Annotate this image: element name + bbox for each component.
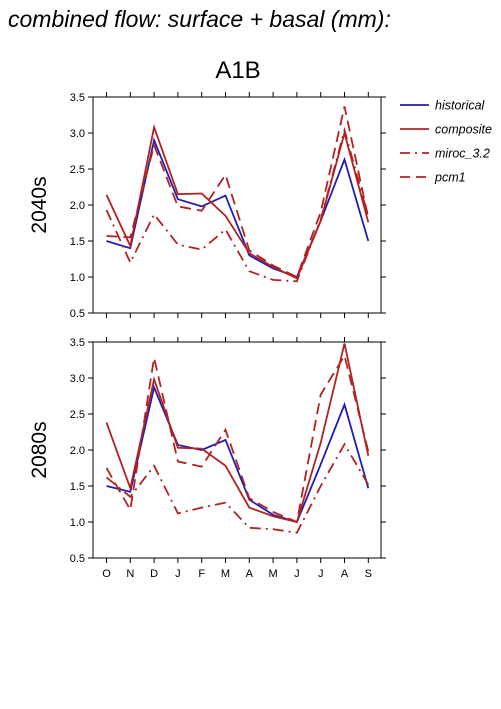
- x-tick-label: D: [150, 568, 158, 580]
- legend-label: composite: [435, 123, 492, 137]
- y-tick-label: 2.5: [70, 164, 85, 176]
- x-tick-label: J: [175, 568, 181, 580]
- plot-frame-2040s: [92, 96, 382, 314]
- x-tick-label: F: [198, 568, 205, 580]
- x-tick-label: J: [294, 568, 300, 580]
- x-tick-label: A: [246, 568, 254, 580]
- x-tick-label: A: [341, 568, 349, 580]
- y-tick-label: 3.0: [70, 128, 85, 140]
- page-title: combined flow: surface + basal (mm):: [8, 6, 391, 32]
- x-tick-label: J: [318, 568, 324, 580]
- panel-label-2040s: 2040s: [28, 176, 51, 233]
- y-tick-label: 3.5: [70, 92, 85, 104]
- y-tick-label: 1.5: [70, 236, 85, 248]
- series-line-miroc-3-2: [105, 126, 370, 283]
- legend-label: miroc_3.2: [435, 147, 490, 161]
- x-tick-label: O: [102, 568, 111, 580]
- y-tick-label: 1.0: [70, 517, 85, 529]
- y-tick-label: 2.0: [70, 200, 85, 212]
- y-tick-label: 1.0: [70, 272, 85, 284]
- x-tick-label: M: [221, 568, 230, 580]
- y-tick-label: 0.5: [70, 308, 85, 320]
- series-line-historical: [106, 384, 370, 524]
- series-line-miroc-3-2: [105, 442, 370, 534]
- x-tick-label: M: [269, 568, 278, 580]
- y-tick-label: 0.5: [70, 553, 85, 565]
- y-tick-label: 3.0: [70, 373, 85, 385]
- scenario-title: A1B: [215, 57, 261, 84]
- y-tick-label: 1.5: [70, 481, 85, 493]
- y-tick-label: 2.5: [70, 409, 85, 421]
- y-tick-label: 3.5: [70, 337, 85, 349]
- series-line-pcm1: [105, 353, 370, 524]
- y-tick-label: 2.0: [70, 445, 85, 457]
- series-line-composite: [105, 343, 370, 524]
- legend-label: historical: [435, 99, 486, 113]
- x-tick-label: S: [365, 568, 372, 580]
- series-line-historical: [106, 137, 370, 279]
- panel-label-2080s: 2080s: [28, 421, 51, 478]
- x-tick-label: N: [126, 568, 134, 580]
- legend-label: pcm1: [434, 171, 466, 185]
- series-line-composite: [105, 123, 370, 280]
- series-line-pcm1: [106, 106, 370, 279]
